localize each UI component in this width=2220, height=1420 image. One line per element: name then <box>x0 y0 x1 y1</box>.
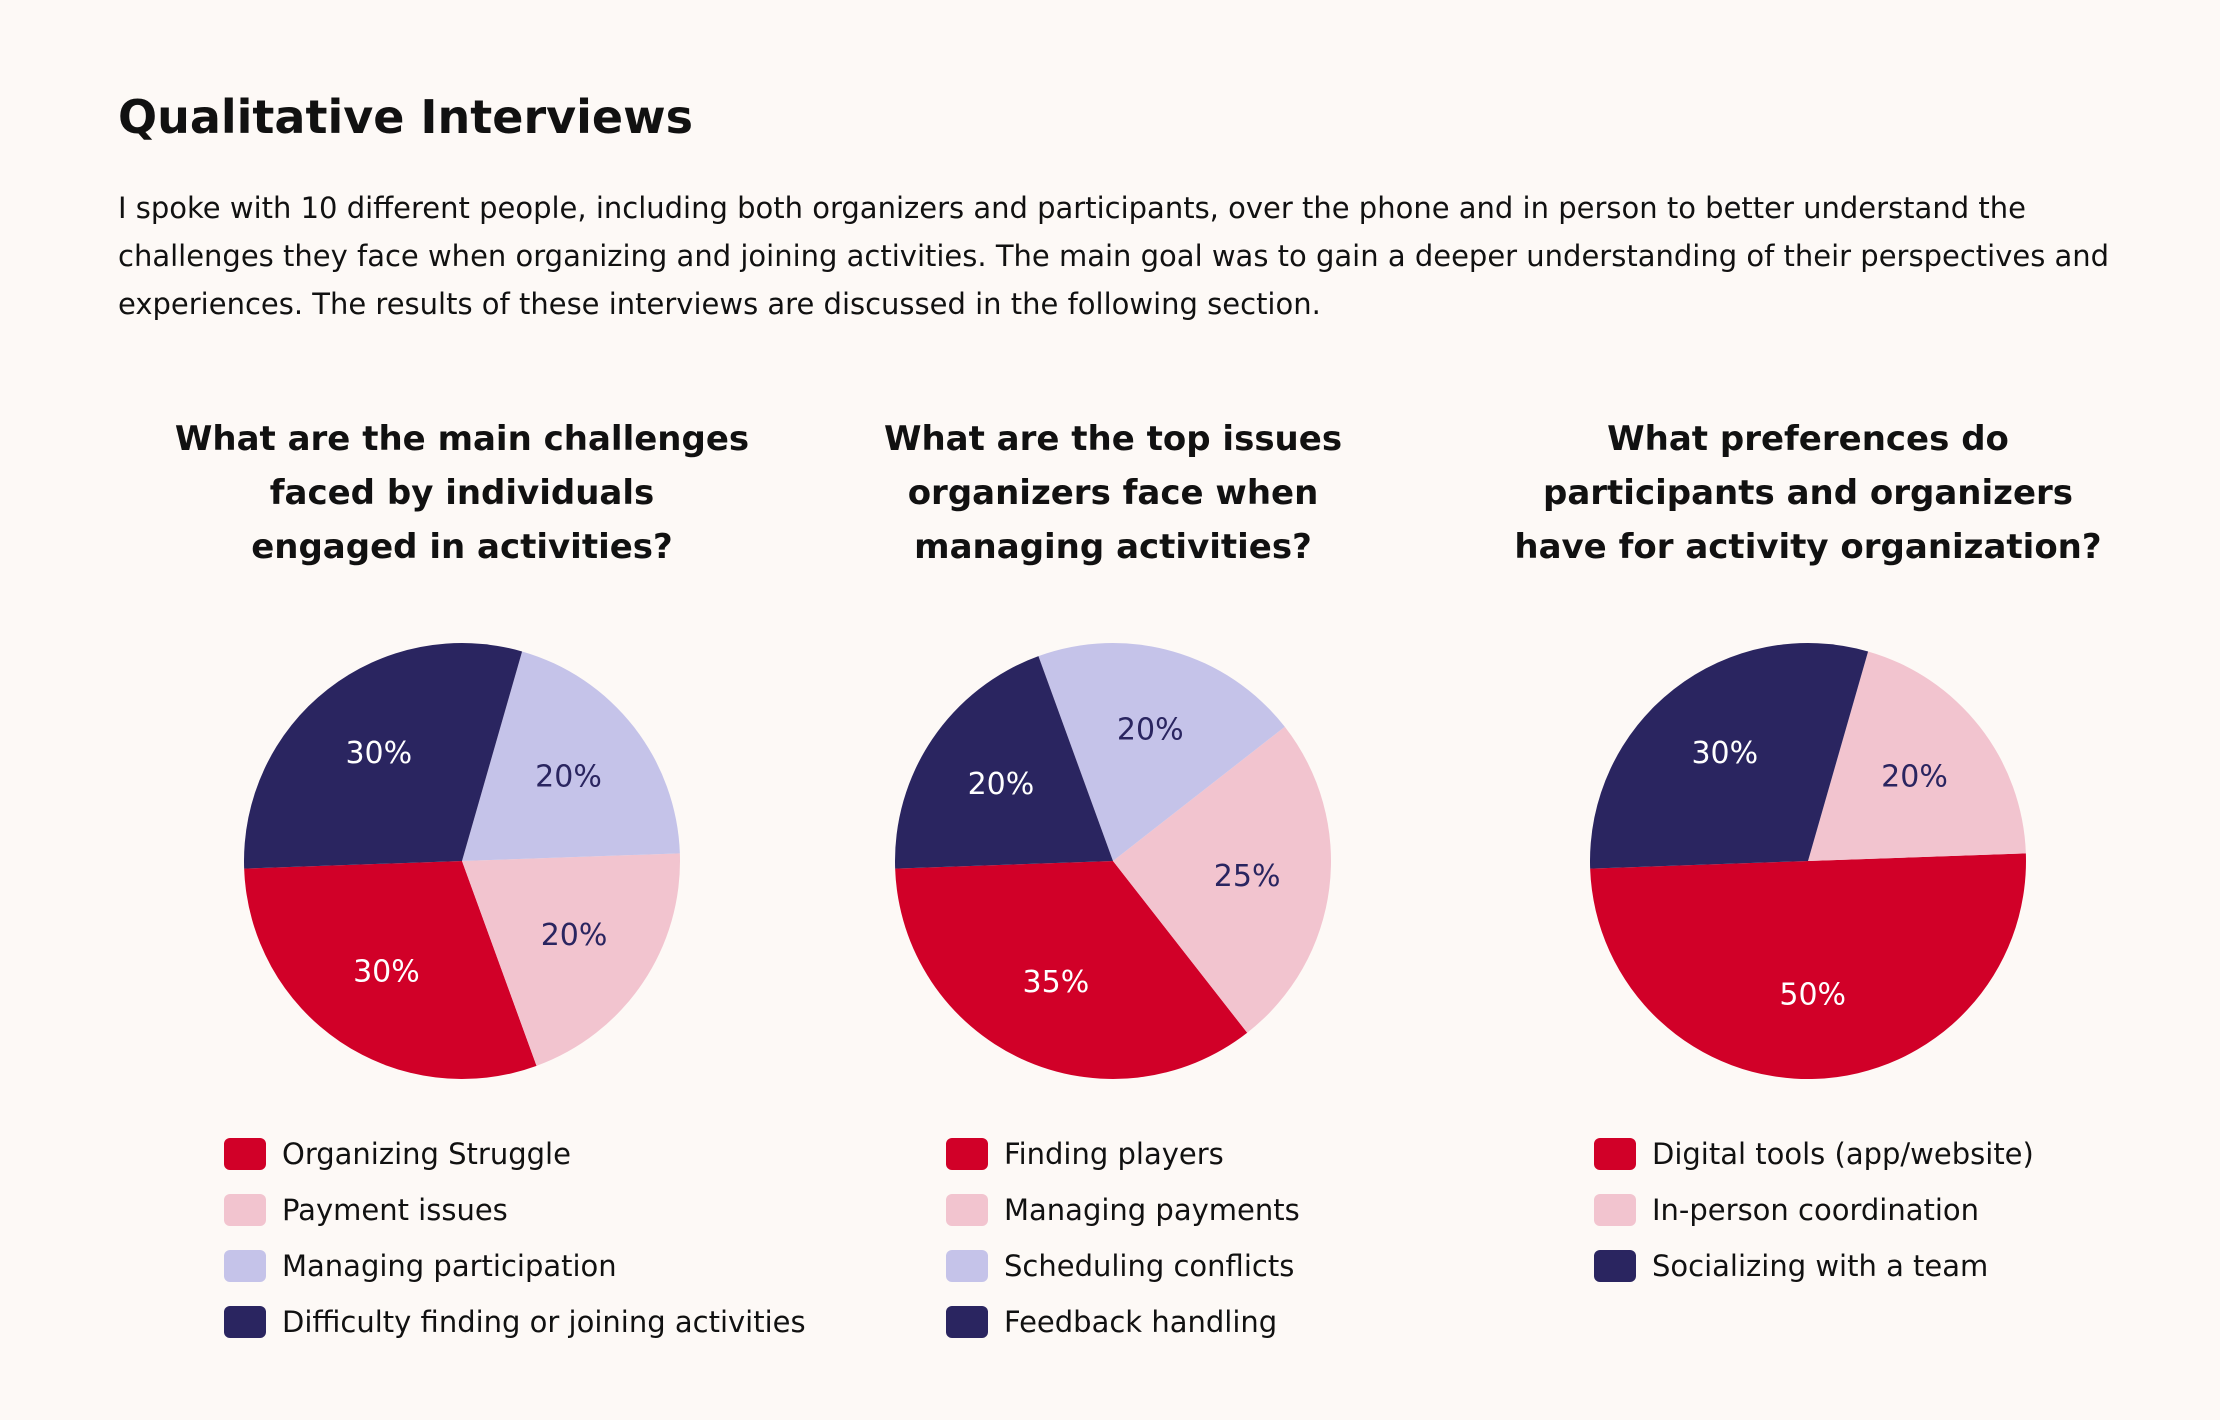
slice-label: 20% <box>1117 713 1184 748</box>
slice-label: 25% <box>1214 859 1281 894</box>
slice-label: 20% <box>541 918 608 953</box>
pie-slice <box>244 861 537 1079</box>
legend-swatch <box>946 1194 988 1226</box>
pie-slice <box>1808 651 2026 861</box>
legend-swatch <box>946 1306 988 1338</box>
slice-label: 20% <box>1881 759 1948 794</box>
chart-title: What preferences do participants and org… <box>1514 419 2102 567</box>
legend-swatch <box>946 1250 988 1282</box>
legend-swatch <box>1594 1194 1636 1226</box>
slice-label: 20% <box>968 767 1035 802</box>
legend-swatch <box>224 1194 266 1226</box>
chart-title: What are the main challenges faced by in… <box>174 419 750 567</box>
pie-slice <box>1113 726 1331 1033</box>
legend-swatch <box>224 1306 266 1338</box>
legend-label: Difficulty finding or joining activities <box>282 1305 806 1339</box>
legend-label: Feedback handling <box>1004 1305 1278 1339</box>
legend-swatch <box>1594 1250 1636 1282</box>
pie-slice <box>1590 853 2026 1079</box>
slice-label: 30% <box>345 736 412 771</box>
legend-swatch <box>224 1250 266 1282</box>
legend-label: In-person coordination <box>1652 1193 1980 1227</box>
slice-label: 50% <box>1779 978 1846 1013</box>
pie-slice <box>244 643 523 869</box>
legend-label: Managing payments <box>1004 1193 1300 1227</box>
legend-label: Managing participation <box>282 1249 617 1283</box>
pie-slice <box>895 656 1113 869</box>
legend-label: Socializing with a team <box>1652 1249 1989 1283</box>
legend-label: Payment issues <box>282 1193 508 1227</box>
pie-slice <box>462 651 680 861</box>
pie-slice <box>1590 643 1869 869</box>
pie-slice <box>1038 643 1285 861</box>
legend-label: Organizing Struggle <box>282 1137 571 1171</box>
intro-paragraph: I spoke with 10 different people, includ… <box>118 191 2110 321</box>
slice-label: 30% <box>1691 736 1758 771</box>
pie-slice <box>462 853 680 1066</box>
pie-slice <box>895 861 1248 1080</box>
legend-label: Finding players <box>1004 1137 1224 1171</box>
legend-swatch <box>1594 1138 1636 1170</box>
chart-title: What are the top issues organizers face … <box>883 419 1343 567</box>
legend-label: Digital tools (app/website) <box>1652 1137 2034 1171</box>
legend-swatch <box>224 1138 266 1170</box>
page-title: Qualitative Interviews <box>118 90 693 144</box>
slice-label: 35% <box>1023 965 1090 1000</box>
legend-label: Scheduling conflicts <box>1004 1249 1295 1283</box>
slice-label: 30% <box>353 955 420 990</box>
slice-label: 20% <box>535 759 602 794</box>
legend-swatch <box>946 1138 988 1170</box>
